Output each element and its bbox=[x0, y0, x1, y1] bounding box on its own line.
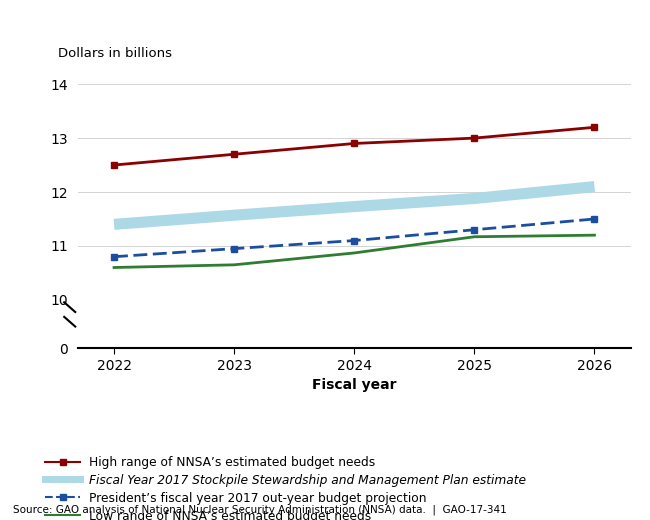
Text: Dollars in billions: Dollars in billions bbox=[58, 47, 172, 60]
Text: Source: GAO analysis of National Nuclear Security Administration (NNSA) data.  |: Source: GAO analysis of National Nuclear… bbox=[13, 504, 507, 515]
Legend: High range of NNSA’s estimated budget needs, Fiscal Year 2017 Stockpile Stewards: High range of NNSA’s estimated budget ne… bbox=[46, 457, 526, 520]
X-axis label: Fiscal year: Fiscal year bbox=[312, 379, 396, 393]
